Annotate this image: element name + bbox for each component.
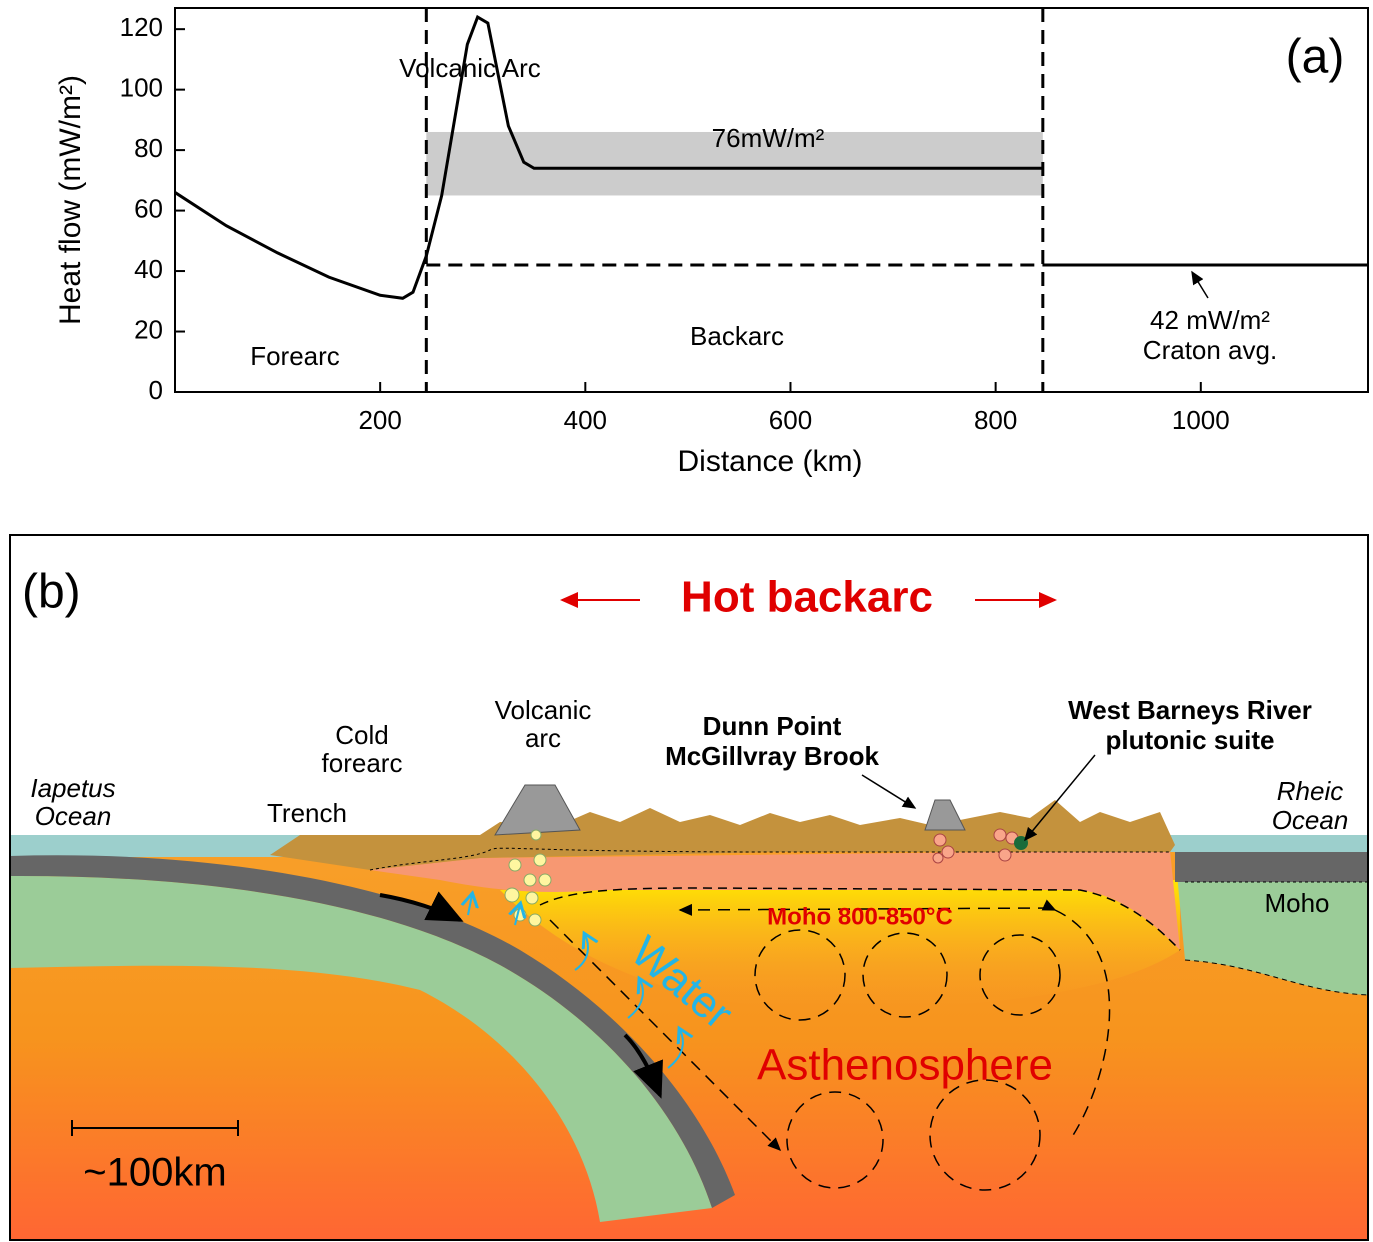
water-arrows bbox=[468, 895, 683, 1069]
x-tick-label: 200 bbox=[358, 405, 401, 435]
label: ~100km bbox=[83, 1151, 226, 1195]
lower-crust bbox=[370, 850, 1180, 950]
panel-label: (a) bbox=[1286, 31, 1345, 84]
y-tick-label: 40 bbox=[134, 254, 163, 284]
annotation: 42 mW/m² bbox=[1150, 305, 1270, 335]
label: McGillvray Brook bbox=[665, 741, 879, 771]
series-line bbox=[174, 14, 1043, 300]
title: Hot backarc bbox=[681, 573, 933, 622]
x-axis-label: Distance (km) bbox=[677, 445, 862, 478]
oceanic-lithosphere bbox=[10, 875, 712, 1222]
pointer bbox=[861, 774, 917, 809]
ocean bbox=[10, 835, 310, 857]
label: Rheic bbox=[1277, 776, 1343, 806]
label: Asthenosphere bbox=[757, 1041, 1053, 1090]
craton-lithosphere bbox=[1175, 852, 1368, 995]
label: arc bbox=[525, 723, 561, 753]
annotation: 76mW/m² bbox=[712, 123, 825, 153]
boundary bbox=[1184, 959, 1369, 996]
upper-crust bbox=[270, 800, 1175, 870]
panel-label: (b) bbox=[22, 566, 81, 619]
panel-frame bbox=[9, 534, 1369, 1241]
slab-arrow bbox=[623, 1033, 663, 1099]
convection bbox=[549, 899, 1111, 1191]
annotation: Forearc bbox=[250, 341, 340, 371]
label: plutonic suite bbox=[1106, 725, 1275, 755]
label: Moho 800-850°C bbox=[767, 903, 953, 930]
x-tick-label: 400 bbox=[564, 405, 607, 435]
y-tick-label: 0 bbox=[149, 375, 163, 405]
annotation: Volcanic Arc bbox=[399, 53, 541, 83]
crust-boundary bbox=[369, 847, 1170, 871]
y-tick-label: 120 bbox=[120, 12, 163, 42]
slab-arrow bbox=[379, 891, 464, 922]
y-tick-label: 20 bbox=[134, 314, 163, 344]
label: forearc bbox=[322, 748, 403, 778]
label: Ocean bbox=[1272, 805, 1349, 835]
label: Iapetus bbox=[30, 773, 115, 803]
plot-frame bbox=[174, 7, 1369, 393]
annotation: Craton avg. bbox=[1143, 335, 1277, 365]
label: Cold bbox=[335, 720, 388, 750]
panel-a: 0 20 40 60 80 100 120 200 400 600 800 1000 (a) Volc… bbox=[54, 7, 1369, 478]
hot-wedge bbox=[500, 880, 1180, 1010]
label: Volcanic bbox=[495, 695, 592, 725]
x-tick-label: 600 bbox=[769, 405, 812, 435]
volcano bbox=[924, 799, 966, 831]
x-tick-label: 800 bbox=[974, 405, 1017, 435]
label: Ocean bbox=[35, 801, 112, 831]
y-tick-label: 60 bbox=[134, 193, 163, 223]
volcano bbox=[494, 784, 581, 836]
label: Trench bbox=[267, 798, 347, 828]
plutons bbox=[932, 828, 1019, 864]
plot: 0 20 40 60 80 100 120 200 400 600 800 1000 bbox=[120, 7, 1369, 435]
y-axis-label: Heat flow (mW/m²) bbox=[54, 75, 87, 325]
panel-b: (b) Hot backarc Iapetus Ocean Trench Col… bbox=[9, 534, 1369, 1241]
label: Moho bbox=[1264, 888, 1329, 918]
y-tick-label: 80 bbox=[134, 133, 163, 163]
label: West Barneys River bbox=[1068, 695, 1312, 725]
annotation: Backarc bbox=[690, 321, 784, 351]
label: Dunn Point bbox=[703, 711, 842, 741]
craton-crust bbox=[1175, 852, 1368, 882]
ocean bbox=[1150, 835, 1368, 852]
y-tick-label: 100 bbox=[120, 73, 163, 103]
pointer bbox=[1024, 754, 1096, 842]
x-tick-label: 1000 bbox=[1172, 405, 1230, 435]
moho-line bbox=[539, 887, 1181, 951]
annotation-arrow bbox=[1191, 270, 1209, 299]
